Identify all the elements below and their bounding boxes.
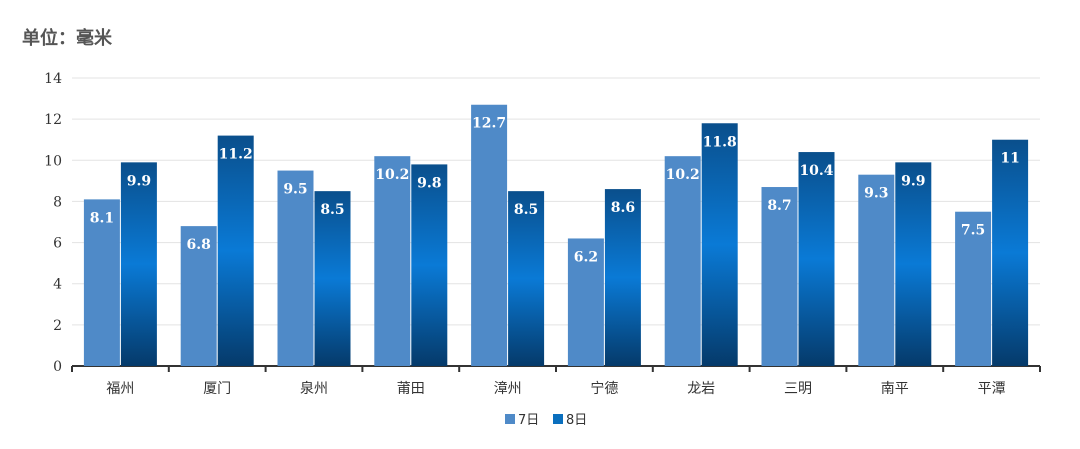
data-label: 11.8 xyxy=(703,134,737,150)
data-labels: 8.1 6.8 9.5 10.2 12.7 6.2 10.2 8.7 9.3 7.5 9.9 11.2… xyxy=(90,116,1020,266)
x-category-label: 漳州 xyxy=(494,380,522,397)
bar-day8 xyxy=(217,135,254,366)
data-label: 11 xyxy=(1000,151,1019,167)
bar-day8 xyxy=(314,191,351,366)
y-tick-label: 10 xyxy=(44,153,62,169)
bar-day7 xyxy=(374,156,411,366)
data-label: 8.1 xyxy=(90,210,114,226)
x-category-label: 厦门 xyxy=(203,381,231,397)
bar-day8 xyxy=(508,191,545,366)
x-category-label: 龙岩 xyxy=(687,381,715,397)
data-label: 10.2 xyxy=(375,167,409,183)
bar-day8 xyxy=(992,139,1029,366)
y-tick-label: 0 xyxy=(53,359,62,375)
legend-swatch xyxy=(505,414,515,424)
bar-day7 xyxy=(761,187,798,366)
data-label: 6.8 xyxy=(187,237,211,253)
x-category-label: 宁德 xyxy=(590,380,618,397)
data-label: 12.7 xyxy=(472,116,506,132)
x-category-label: 莆田 xyxy=(397,381,425,397)
y-tick-label: 6 xyxy=(53,236,62,252)
bar-day7 xyxy=(858,174,895,366)
data-label: 8.7 xyxy=(767,198,791,214)
y-tick-label: 4 xyxy=(53,277,62,293)
data-label: 9.8 xyxy=(417,175,441,191)
bar-day7 xyxy=(567,238,604,366)
x-category-label: 福州 xyxy=(106,381,134,397)
chart-unit-title: 单位：毫米 xyxy=(22,28,112,49)
legend: 7日 8日 xyxy=(505,413,587,428)
data-label: 10.2 xyxy=(666,167,700,183)
data-label: 8.6 xyxy=(611,200,635,216)
x-category-label: 平潭 xyxy=(978,380,1006,397)
axes: 0 2 4 6 8 10 12 14 福州 厦门 泉州 莆田 漳州 宁德 龙岩 三明 南平 平潭 xyxy=(44,71,1041,397)
bar-day8 xyxy=(604,189,641,366)
x-category-label: 南平 xyxy=(881,381,909,397)
bar-day7 xyxy=(471,104,508,366)
x-category-label: 三明 xyxy=(784,381,812,397)
legend-label: 7日 xyxy=(518,413,539,428)
legend-label: 8日 xyxy=(566,413,587,428)
data-label: 9.9 xyxy=(901,173,925,189)
data-label: 9.5 xyxy=(283,182,307,198)
bar-day8 xyxy=(895,162,932,366)
bar-day7 xyxy=(277,170,314,366)
bar-day7 xyxy=(955,211,992,366)
data-label: 6.2 xyxy=(574,249,598,265)
y-tick-label: 12 xyxy=(44,112,62,128)
y-tick-label: 2 xyxy=(53,318,62,334)
gridlines xyxy=(72,77,1040,326)
data-label: 9.9 xyxy=(127,173,151,189)
bar-day7 xyxy=(180,226,217,366)
y-tick-label: 14 xyxy=(44,71,62,87)
data-label: 8.5 xyxy=(514,202,538,218)
x-category-label: 泉州 xyxy=(300,380,328,397)
bar-day8 xyxy=(120,162,157,366)
data-label: 9.3 xyxy=(864,186,888,202)
data-label: 7.5 xyxy=(961,223,985,239)
bar-day7 xyxy=(83,199,120,366)
bar-day8 xyxy=(798,152,835,366)
data-label: 11.2 xyxy=(219,147,253,163)
bar-day8 xyxy=(411,164,448,366)
data-label: 8.5 xyxy=(320,202,344,218)
bar-day7 xyxy=(664,156,701,366)
data-label: 10.4 xyxy=(799,163,833,179)
bars xyxy=(83,104,1029,366)
y-tick-label: 8 xyxy=(53,194,62,210)
bar-day8 xyxy=(701,123,738,366)
legend-swatch xyxy=(553,414,563,424)
